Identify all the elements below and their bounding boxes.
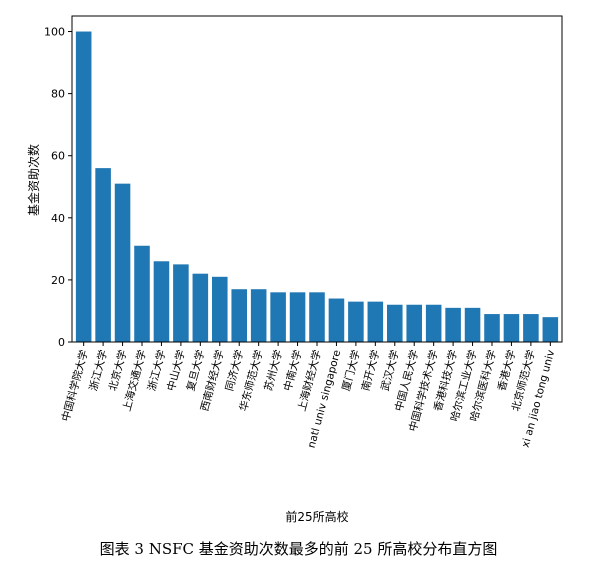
x-axis: 中国科学院大学浙江大学北京大学上海交通大学浙江大学中山大学复旦大学西南财经大学同… [59, 342, 557, 449]
figure-caption: 图表 3 NSFC 基金资助次数最多的前 25 所高校分布直方图 [99, 540, 498, 558]
bar-14 [328, 298, 345, 342]
bar-chart: 0 20 40 60 80 100 中国科学院大学浙江大学北京大学上海交通大学浙江大学中山… [26, 15, 563, 524]
y-tick-label: 100 [44, 26, 65, 39]
bar-9 [231, 289, 247, 342]
bar-20 [445, 307, 461, 342]
x-tick-label: 香港大学 [495, 348, 518, 392]
x-tick-label: 南开大学 [359, 348, 382, 392]
y-axis-label: 基金资助次数 [26, 144, 41, 216]
bar-13 [309, 292, 325, 342]
bar-16 [367, 301, 384, 342]
bar-7 [192, 273, 209, 342]
y-tick-label: 0 [58, 336, 65, 349]
bar-11 [270, 292, 286, 342]
x-tick-label: 厦门大学 [339, 348, 362, 392]
bar-1 [75, 31, 92, 343]
bar-15 [348, 301, 364, 342]
bar-19 [425, 304, 442, 342]
bar-5 [153, 261, 170, 342]
bar-3 [114, 183, 131, 342]
y-tick-label: 60 [51, 150, 65, 163]
bar-2 [95, 168, 111, 342]
x-tick-label: 北京大学 [106, 348, 129, 392]
x-tick-label: 武汉大学 [378, 348, 401, 392]
bar-17 [387, 304, 403, 342]
bar-12 [289, 292, 306, 342]
x-tick-label: 浙江大学 [87, 348, 110, 392]
x-tick-label: 浙江大学 [145, 348, 168, 392]
bar-22 [484, 314, 500, 342]
x-tick-label: 中南大学 [281, 348, 304, 392]
x-tick-label: 中山大学 [164, 348, 187, 392]
y-tick-label: 80 [51, 88, 65, 101]
x-tick-label: 复旦大学 [184, 348, 207, 392]
bar-8 [212, 276, 228, 342]
bar-23 [503, 314, 520, 342]
bar-4 [134, 245, 150, 342]
bar-25 [542, 317, 559, 342]
x-tick-label: 同济大学 [223, 348, 246, 392]
bars-group [75, 31, 559, 343]
bar-6 [173, 264, 189, 342]
bar-18 [406, 304, 422, 342]
bar-24 [523, 314, 539, 342]
x-tick-label: 苏州大学 [262, 348, 285, 392]
y-axis: 0 20 40 60 80 100 [44, 26, 72, 349]
x-axis-label: 前25所高校 [285, 509, 348, 524]
y-tick-label: 40 [51, 212, 65, 225]
x-tick-label: 中国科学院大学 [59, 348, 91, 422]
y-tick-label: 20 [51, 274, 65, 287]
bar-21 [464, 307, 481, 342]
bar-10 [250, 289, 267, 342]
